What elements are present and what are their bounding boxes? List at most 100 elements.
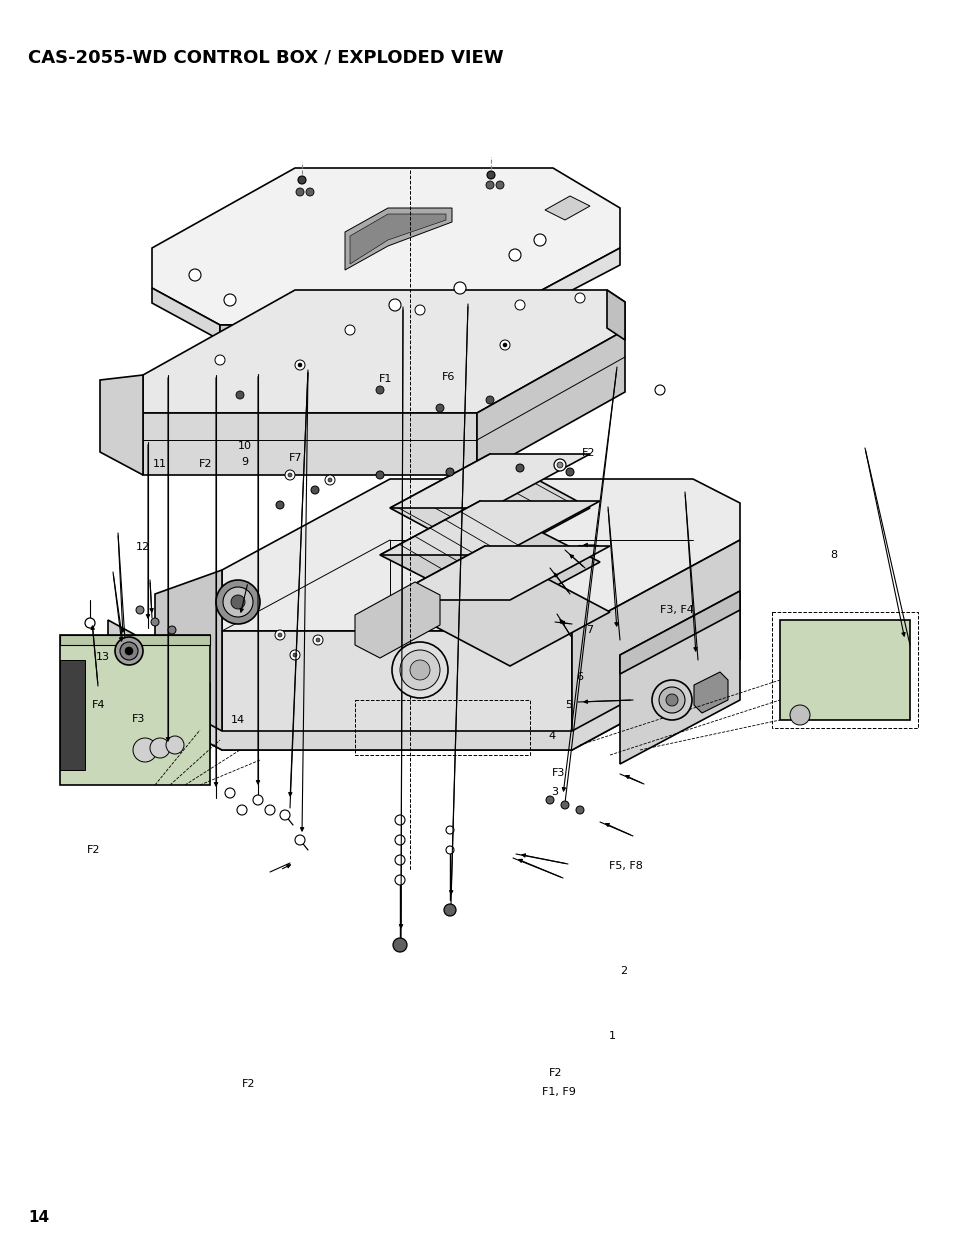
Circle shape xyxy=(446,846,454,853)
Polygon shape xyxy=(143,412,476,475)
Circle shape xyxy=(496,182,503,189)
Circle shape xyxy=(576,806,583,814)
Text: F2: F2 xyxy=(87,845,100,855)
Polygon shape xyxy=(222,479,740,631)
Polygon shape xyxy=(476,330,624,475)
Circle shape xyxy=(395,835,405,845)
Text: F2: F2 xyxy=(199,459,213,469)
Text: 6: 6 xyxy=(576,672,582,682)
Circle shape xyxy=(125,647,132,655)
Polygon shape xyxy=(780,620,909,720)
Text: 14: 14 xyxy=(231,715,245,725)
Circle shape xyxy=(395,815,405,825)
Bar xyxy=(842,635,887,653)
Circle shape xyxy=(509,249,520,261)
Text: 8: 8 xyxy=(829,550,836,559)
Circle shape xyxy=(665,694,678,706)
Circle shape xyxy=(288,473,292,477)
Bar xyxy=(154,690,185,710)
Circle shape xyxy=(486,170,495,179)
Text: 10: 10 xyxy=(238,441,252,451)
Polygon shape xyxy=(390,479,555,597)
Polygon shape xyxy=(154,571,222,750)
Polygon shape xyxy=(476,248,619,340)
Bar xyxy=(884,629,904,638)
Circle shape xyxy=(389,299,400,311)
Text: 3: 3 xyxy=(551,787,558,797)
Circle shape xyxy=(395,855,405,864)
Circle shape xyxy=(410,659,430,680)
Bar xyxy=(62,730,82,740)
Circle shape xyxy=(345,325,355,335)
Circle shape xyxy=(265,805,274,815)
Circle shape xyxy=(223,587,253,618)
Circle shape xyxy=(313,635,323,645)
Polygon shape xyxy=(108,620,150,683)
Text: F1, F9: F1, F9 xyxy=(541,1087,576,1097)
Bar xyxy=(842,659,887,678)
Circle shape xyxy=(225,788,234,798)
Circle shape xyxy=(290,650,299,659)
Circle shape xyxy=(253,795,263,805)
Bar xyxy=(787,659,832,678)
Bar xyxy=(884,664,904,674)
Circle shape xyxy=(85,618,95,629)
Circle shape xyxy=(499,340,510,350)
Circle shape xyxy=(659,687,684,713)
Bar xyxy=(62,678,82,688)
Circle shape xyxy=(315,638,319,642)
Circle shape xyxy=(436,404,443,412)
Circle shape xyxy=(392,642,448,698)
Circle shape xyxy=(534,233,545,246)
Text: F2: F2 xyxy=(581,448,595,458)
Bar xyxy=(884,640,904,650)
Text: F4: F4 xyxy=(91,700,105,710)
Circle shape xyxy=(446,468,454,475)
Bar xyxy=(95,690,145,710)
Circle shape xyxy=(575,293,584,303)
Bar xyxy=(62,743,82,753)
Text: F1: F1 xyxy=(378,374,392,384)
Circle shape xyxy=(235,391,244,399)
Polygon shape xyxy=(379,501,599,616)
Text: CAS-2055-WD CONTROL BOX / EXPLODED VIEW: CAS-2055-WD CONTROL BOX / EXPLODED VIEW xyxy=(28,48,503,65)
Circle shape xyxy=(554,459,565,471)
Polygon shape xyxy=(379,501,599,555)
Text: F2: F2 xyxy=(242,1079,255,1089)
Circle shape xyxy=(285,471,294,480)
Polygon shape xyxy=(345,207,452,270)
Circle shape xyxy=(311,487,318,494)
Bar xyxy=(95,720,165,750)
Circle shape xyxy=(297,363,302,367)
Bar xyxy=(62,704,82,714)
Text: 2: 2 xyxy=(619,966,626,976)
Circle shape xyxy=(275,501,284,509)
Circle shape xyxy=(166,736,184,755)
Circle shape xyxy=(443,904,456,916)
Polygon shape xyxy=(572,540,740,750)
Text: F7: F7 xyxy=(289,453,302,463)
Circle shape xyxy=(485,182,494,189)
Circle shape xyxy=(515,300,524,310)
Polygon shape xyxy=(385,546,609,666)
Bar xyxy=(884,676,904,685)
Circle shape xyxy=(224,294,235,306)
Polygon shape xyxy=(60,659,85,769)
Text: F3: F3 xyxy=(132,714,145,724)
Bar xyxy=(787,685,832,703)
Polygon shape xyxy=(619,592,740,764)
Circle shape xyxy=(236,805,247,815)
Circle shape xyxy=(294,359,305,370)
Circle shape xyxy=(231,595,245,609)
Circle shape xyxy=(502,343,506,347)
Circle shape xyxy=(120,642,138,659)
Circle shape xyxy=(277,634,282,637)
Circle shape xyxy=(415,305,424,315)
Circle shape xyxy=(395,876,405,885)
Polygon shape xyxy=(355,582,439,658)
Polygon shape xyxy=(390,510,555,540)
Bar xyxy=(62,692,82,701)
Circle shape xyxy=(306,188,314,196)
Polygon shape xyxy=(693,672,727,713)
Polygon shape xyxy=(390,454,589,562)
